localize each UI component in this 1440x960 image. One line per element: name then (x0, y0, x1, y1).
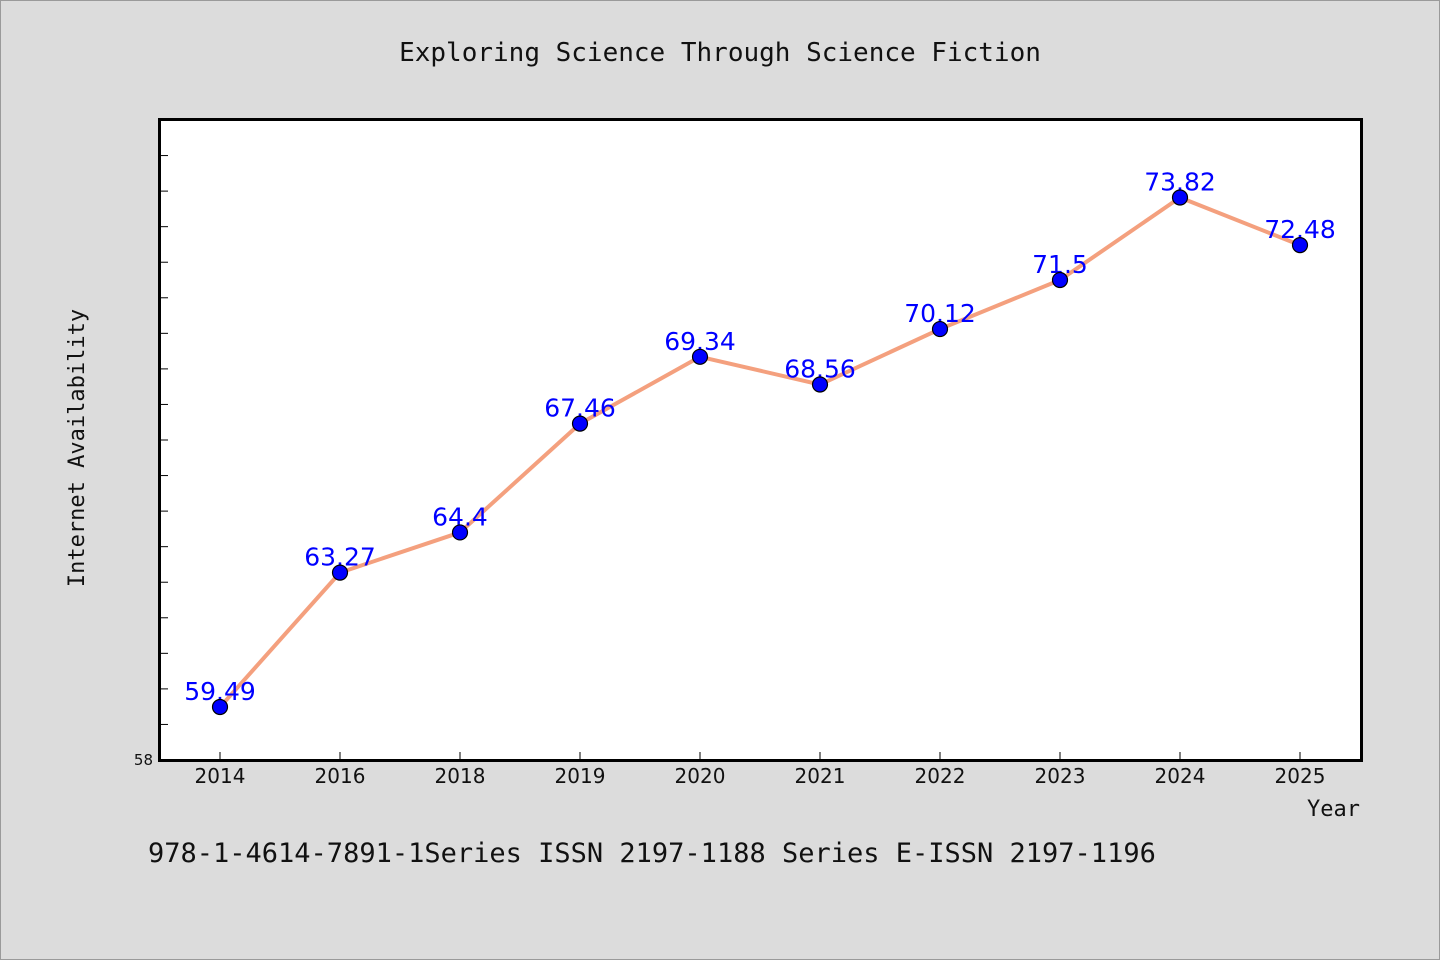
x-tick-label: 2019 (555, 764, 606, 788)
y-tick-label-min: 58 (134, 751, 153, 769)
x-tick-label: 2020 (675, 764, 726, 788)
x-tick-label: 2024 (1155, 764, 1206, 788)
data-markers (211, 189, 1309, 716)
data-point-marker (451, 524, 469, 541)
data-point-marker (1171, 189, 1189, 206)
y-axis-label: Internet Availability (65, 309, 90, 587)
series-line (218, 195, 1301, 709)
x-axis-ticks: 2014 2016 2018 2019 2020 2021 2022 2023 2024 2025 (195, 752, 1326, 788)
x-tick-label: 2023 (1035, 764, 1086, 788)
chart-title: Exploring Science Through Science Fictio… (399, 38, 1041, 68)
footer-isbn-text: 978-1-4614-7891-1Series ISSN 2197-1188 S… (148, 838, 1156, 869)
data-point-marker (931, 320, 949, 338)
data-point-marker (691, 348, 709, 365)
y-axis-ticks (160, 155, 168, 725)
data-point-marker (811, 376, 829, 393)
data-point-marker (331, 564, 349, 581)
data-point-marker (211, 698, 229, 716)
x-tick-label: 2014 (195, 764, 246, 788)
x-tick-label: 2022 (915, 764, 966, 788)
x-tick-label: 2021 (795, 764, 846, 788)
data-point-marker (571, 415, 589, 432)
x-axis-label: Year (1307, 797, 1360, 822)
x-tick-label: 2016 (315, 764, 366, 788)
data-point-marker (1051, 271, 1069, 289)
x-tick-label: 2025 (1275, 764, 1326, 788)
plot-area (158, 118, 1363, 762)
x-tick-label: 2018 (435, 764, 486, 788)
data-point-marker (1291, 237, 1309, 254)
